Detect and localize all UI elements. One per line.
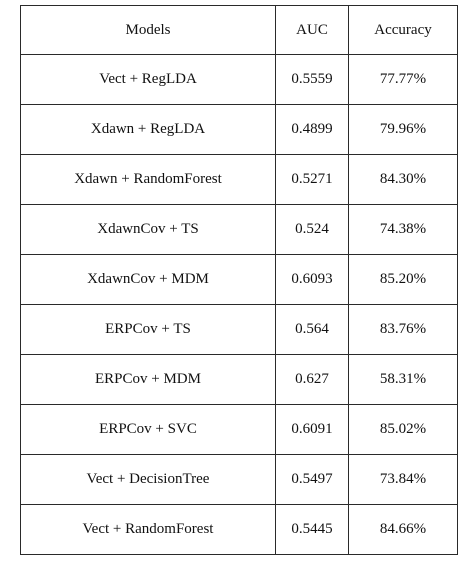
auc-cell: 0.627 [275,354,349,405]
model-cell: ERPCov + SVC [20,404,276,455]
header-auc: AUC [275,5,349,55]
auc-cell: 0.5497 [275,454,349,505]
auc-cell: 0.5559 [275,54,349,105]
model-cell: ERPCov + MDM [20,354,276,405]
auc-cell: 0.5445 [275,504,349,555]
accuracy-cell: 85.02% [348,404,458,455]
auc-cell: 0.524 [275,204,349,255]
model-cell: Xdawn + RandomForest [20,154,276,205]
header-row: Models AUC Accuracy [20,5,458,55]
header-models: Models [20,5,276,55]
table-row: XdawnCov + TS 0.524 74.38% [20,204,458,255]
table-row: Xdawn + RegLDA 0.4899 79.96% [20,104,458,155]
model-cell: ERPCov + TS [20,304,276,355]
accuracy-cell: 73.84% [348,454,458,505]
accuracy-cell: 83.76% [348,304,458,355]
table-row: Vect + DecisionTree 0.5497 73.84% [20,454,458,505]
model-cell: Vect + DecisionTree [20,454,276,505]
model-cell: XdawnCov + TS [20,204,276,255]
table-row: ERPCov + TS 0.564 83.76% [20,304,458,355]
results-table: Models AUC Accuracy Vect + RegLDA 0.5559… [20,5,458,555]
accuracy-cell: 58.31% [348,354,458,405]
table-row: Vect + RandomForest 0.5445 84.66% [20,504,458,555]
table-row: ERPCov + SVC 0.6091 85.02% [20,404,458,455]
model-cell: XdawnCov + MDM [20,254,276,305]
model-cell: Vect + RegLDA [20,54,276,105]
table-row: XdawnCov + MDM 0.6093 85.20% [20,254,458,305]
accuracy-cell: 85.20% [348,254,458,305]
auc-cell: 0.6091 [275,404,349,455]
accuracy-cell: 79.96% [348,104,458,155]
table-row: Vect + RegLDA 0.5559 77.77% [20,54,458,105]
auc-cell: 0.4899 [275,104,349,155]
accuracy-cell: 84.30% [348,154,458,205]
auc-cell: 0.5271 [275,154,349,205]
accuracy-cell: 74.38% [348,204,458,255]
accuracy-cell: 77.77% [348,54,458,105]
model-cell: Vect + RandomForest [20,504,276,555]
table-row: ERPCov + MDM 0.627 58.31% [20,354,458,405]
accuracy-cell: 84.66% [348,504,458,555]
table-row: Xdawn + RandomForest 0.5271 84.30% [20,154,458,205]
auc-cell: 0.6093 [275,254,349,305]
model-cell: Xdawn + RegLDA [20,104,276,155]
auc-cell: 0.564 [275,304,349,355]
header-accuracy: Accuracy [348,5,458,55]
